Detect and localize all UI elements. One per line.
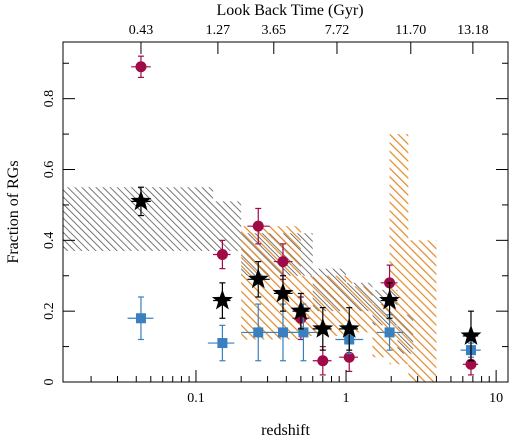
hatched-bands <box>63 134 437 382</box>
circle-marker <box>465 358 477 370</box>
data-points <box>127 55 482 376</box>
band-orange-segment <box>241 226 301 340</box>
band-gray-segment <box>213 201 242 251</box>
star-point <box>338 307 360 351</box>
top-axis-label: Look Back Time (Gyr) <box>216 2 363 19</box>
top-tick-label: 13.18 <box>457 23 489 38</box>
x-axis-label: redshift <box>261 422 310 439</box>
y-tick-label: 0 <box>42 379 57 386</box>
x-tick-label: 10 <box>489 391 503 406</box>
circle-point <box>131 55 151 79</box>
circle-marker <box>252 220 264 232</box>
star-marker <box>312 317 334 338</box>
circle-point <box>339 342 358 372</box>
circle-point <box>213 239 231 270</box>
star-point <box>460 310 482 362</box>
star-marker <box>211 289 233 310</box>
square-marker <box>298 327 309 338</box>
square-point <box>127 296 154 341</box>
circle-point <box>247 207 270 245</box>
plot-frame <box>62 41 509 383</box>
x-tick-label: 0.1 <box>187 391 205 406</box>
top-tick-label: 3.65 <box>262 23 287 38</box>
top-tick-label: 0.43 <box>129 23 154 38</box>
y-tick-label: 0.6 <box>42 161 57 179</box>
star-point <box>290 292 312 330</box>
square-marker <box>217 338 228 349</box>
top-tick-label: 11.70 <box>395 23 426 38</box>
band-orange-segment <box>352 286 373 333</box>
star-point <box>312 307 334 351</box>
star-marker <box>290 300 312 321</box>
star-point <box>211 282 233 319</box>
star-point <box>247 260 270 298</box>
circle-marker <box>277 256 289 268</box>
y-tick-label: 0.2 <box>42 302 57 320</box>
top-tick-label: 1.27 <box>206 23 231 38</box>
band-gray-segment <box>63 187 214 251</box>
star-point <box>130 186 152 217</box>
circle-marker <box>317 355 329 367</box>
circle-marker <box>216 249 228 260</box>
axes: 0.1 1 10 0.43 1.27 3.65 7.72 11.70 13.18 0 0.2 0.4 0… <box>42 23 509 406</box>
star-point <box>272 275 294 312</box>
x-tick-label: 1 <box>343 391 350 406</box>
square-marker <box>135 313 146 324</box>
star-marker <box>272 282 294 303</box>
circle-marker <box>135 61 147 73</box>
square-marker <box>253 327 264 338</box>
y-tick-label: 0.8 <box>42 90 57 108</box>
circle-point <box>312 345 332 376</box>
series-star <box>130 186 482 362</box>
circle-marker <box>343 351 355 363</box>
square-marker <box>277 327 288 338</box>
star-marker <box>247 268 269 289</box>
star-marker <box>130 190 152 211</box>
star-point <box>379 282 401 319</box>
band-orange-segment <box>408 240 437 382</box>
square-marker <box>384 327 395 338</box>
square-point <box>207 324 235 362</box>
star-marker <box>460 324 482 345</box>
circle-point <box>273 243 293 280</box>
band-orange-segment <box>372 304 390 358</box>
y-axis-label: Fraction of RGs <box>5 160 22 263</box>
y-tick-label: 0.4 <box>42 232 57 250</box>
star-marker <box>379 289 401 310</box>
top-tick-label: 7.72 <box>325 23 350 38</box>
star-marker <box>338 317 360 338</box>
